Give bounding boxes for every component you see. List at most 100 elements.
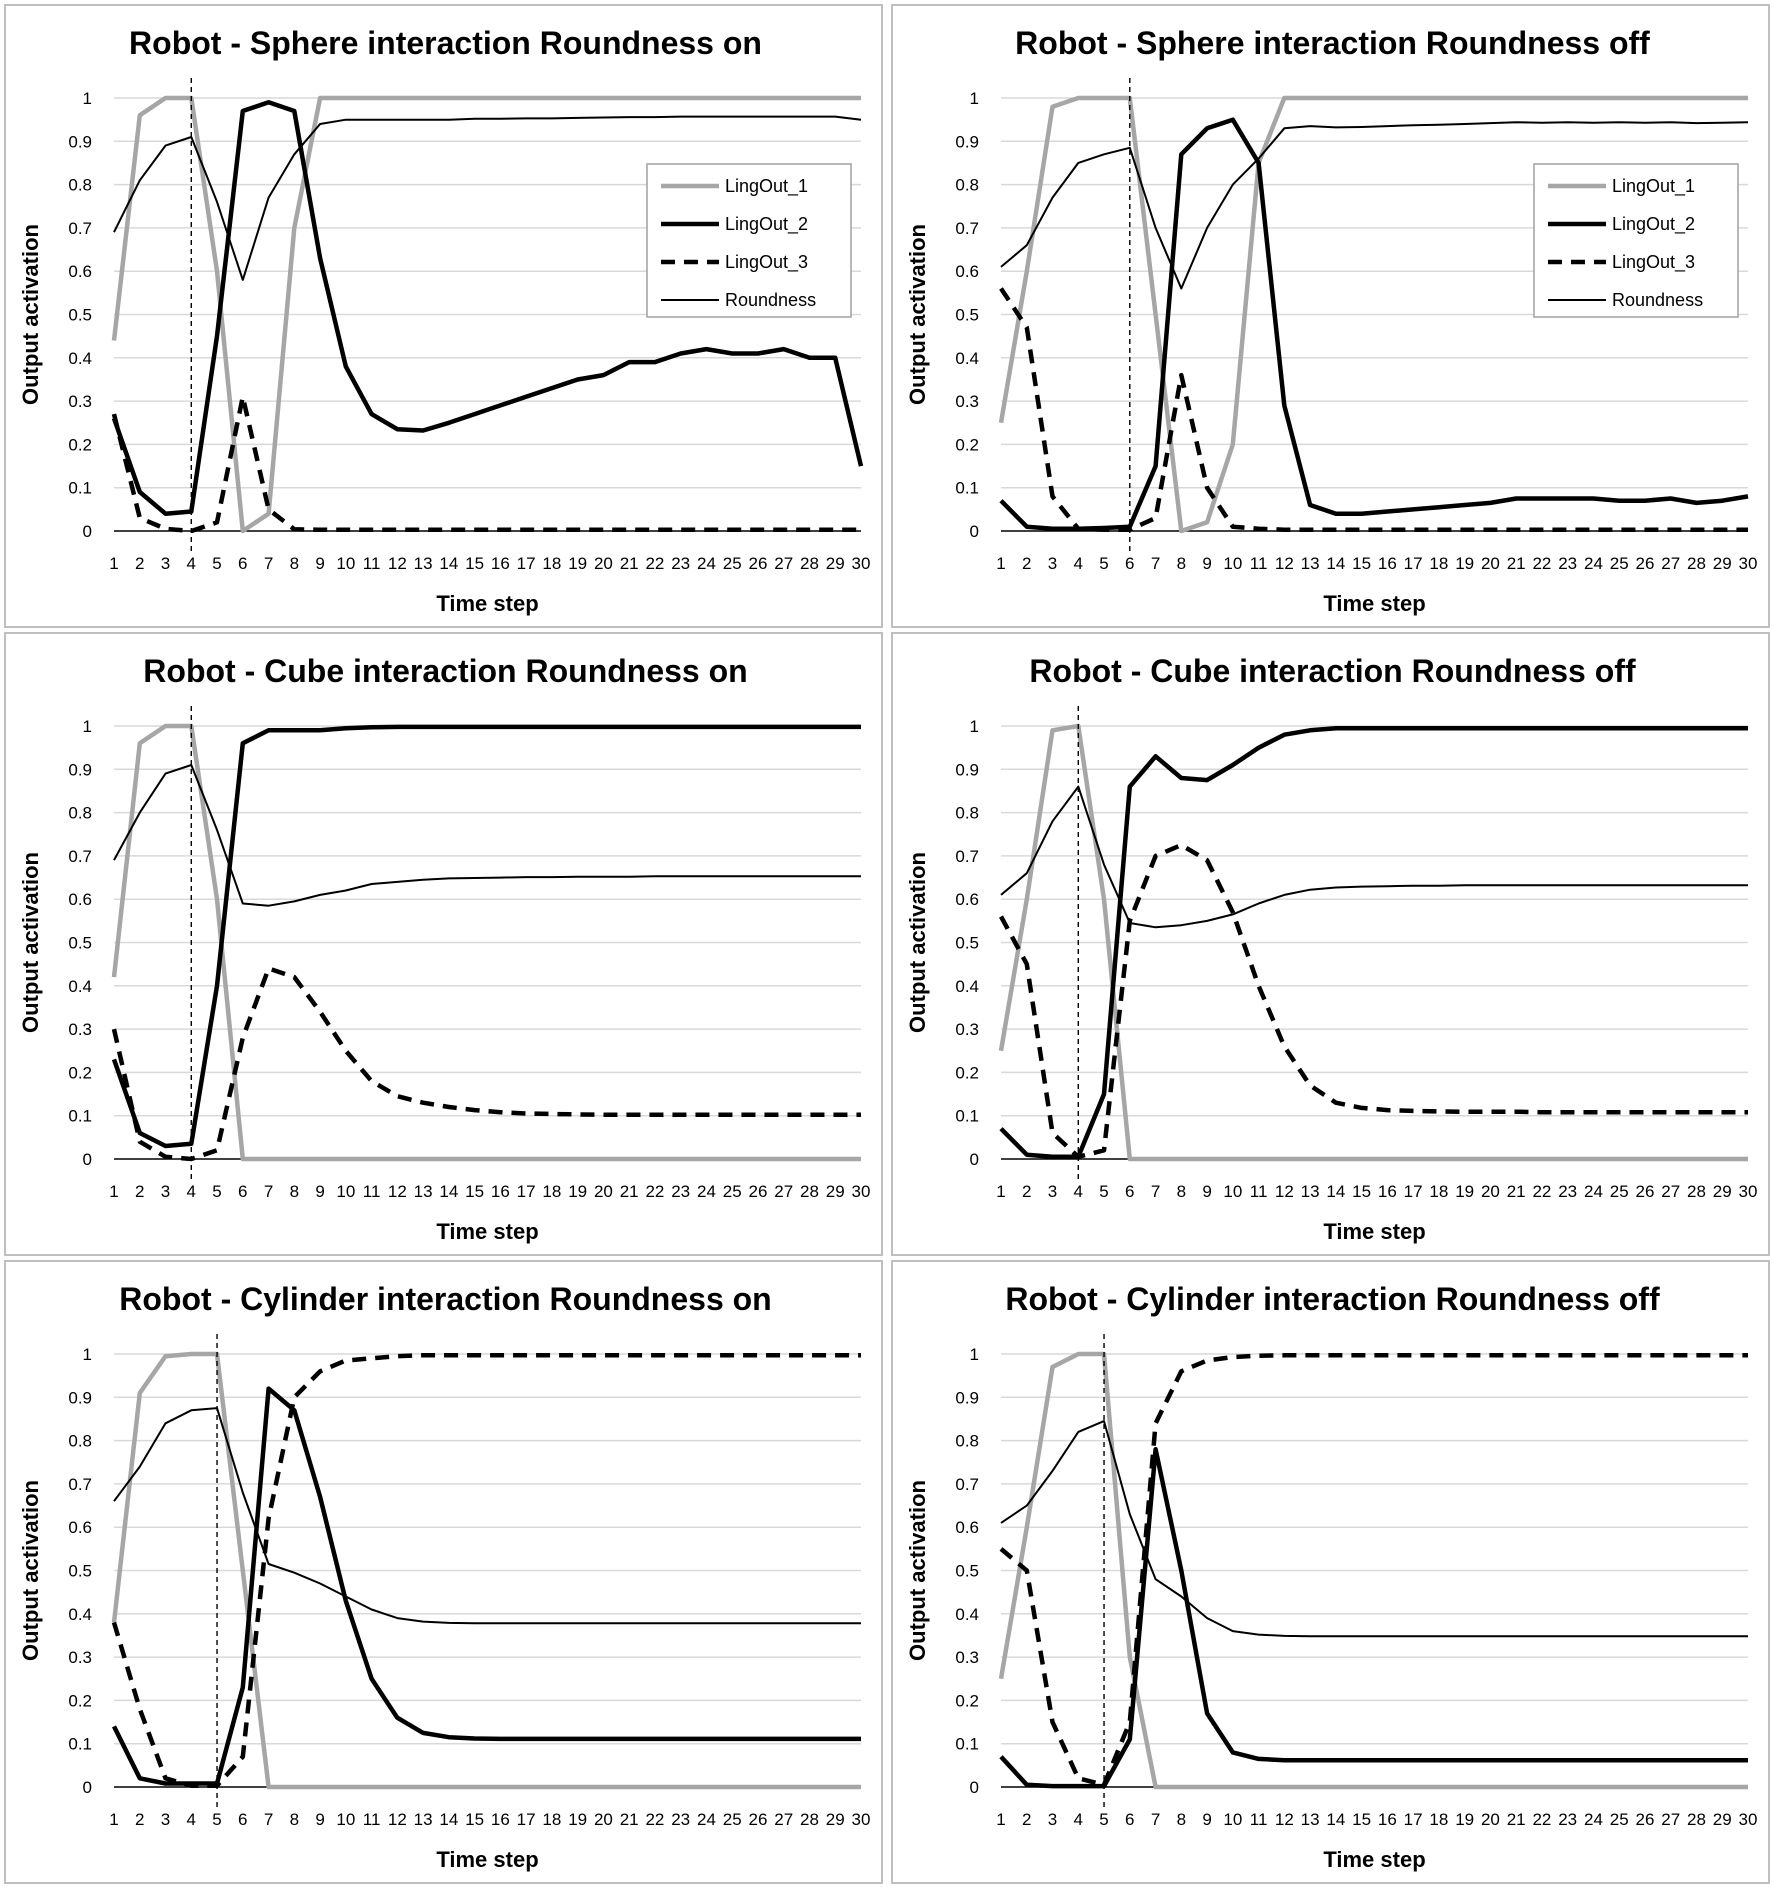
x-tick-label: 9 xyxy=(1202,1182,1211,1201)
y-tick-label: 0.4 xyxy=(955,349,979,368)
x-tick-label: 28 xyxy=(800,1810,819,1829)
x-tick-label: 3 xyxy=(1048,1810,1057,1829)
y-tick-label: 0.2 xyxy=(68,1063,92,1082)
x-tick-label: 15 xyxy=(465,1182,484,1201)
x-tick-label: 11 xyxy=(1250,1182,1268,1201)
x-tick-label: 26 xyxy=(1636,1182,1655,1201)
chart-title: Robot - Cylinder interaction Roundness o… xyxy=(1005,1281,1660,1317)
y-tick-label: 0.9 xyxy=(955,132,979,151)
y-tick-label: 0.6 xyxy=(955,262,979,281)
x-tick-label: 8 xyxy=(290,554,299,573)
y-tick-label: 1 xyxy=(83,89,92,108)
chart-title: Robot - Sphere interaction Roundness off xyxy=(1015,25,1650,61)
y-tick-label: 0.8 xyxy=(955,1432,979,1451)
x-tick-label: 25 xyxy=(723,1810,742,1829)
y-tick-label: 0.2 xyxy=(955,435,979,454)
series-line-roundness xyxy=(1000,785,1748,929)
y-tick-label: 0.1 xyxy=(68,1107,92,1126)
chart-panel-5: Robot - Cylinder interaction Roundness o… xyxy=(4,1260,883,1884)
x-tick-label: 28 xyxy=(1687,1182,1706,1201)
x-tick-label: 12 xyxy=(388,554,407,573)
x-tick-label: 17 xyxy=(1404,1810,1423,1829)
y-tick-label: 0.9 xyxy=(68,760,92,779)
x-tick-label: 19 xyxy=(1455,1182,1474,1201)
y-axis-label: Output activation xyxy=(905,1480,930,1661)
x-tick-label: 16 xyxy=(491,1810,510,1829)
y-tick-label: 0 xyxy=(970,522,979,541)
x-tick-label: 20 xyxy=(1481,1810,1500,1829)
series-line-roundness xyxy=(113,1407,861,1625)
x-axis-label: Time step xyxy=(1323,1847,1425,1872)
x-tick-label: 6 xyxy=(1125,1182,1134,1201)
y-tick-label: 0.5 xyxy=(955,306,979,325)
legend: LingOut_1 LingOut_2 LingOut_3 Roundness xyxy=(1533,163,1739,318)
x-tick-label: 14 xyxy=(1326,554,1345,573)
y-tick-label: 0.8 xyxy=(68,804,92,823)
x-tick-label: 4 xyxy=(1074,1810,1083,1829)
series-line-lingout-1 xyxy=(998,95,1748,534)
x-tick-label: 10 xyxy=(1223,1182,1242,1201)
x-tick-label: 28 xyxy=(800,1182,819,1201)
x-tick-label: 18 xyxy=(542,1182,561,1201)
x-tick-label: 25 xyxy=(1610,1810,1629,1829)
x-tick-label: 27 xyxy=(774,1810,793,1829)
x-tick-label: 14 xyxy=(439,1810,458,1829)
y-tick-label: 0.3 xyxy=(68,392,92,411)
x-tick-label: 10 xyxy=(336,1182,355,1201)
x-tick-label: 24 xyxy=(1584,1182,1603,1201)
x-tick-label: 27 xyxy=(774,1182,793,1201)
x-tick-label: 6 xyxy=(1125,554,1134,573)
series-line-lingout-2 xyxy=(999,725,1748,1160)
x-tick-label: 25 xyxy=(723,1182,742,1201)
y-tick-label: 0.4 xyxy=(68,1605,92,1624)
x-tick-label: 5 xyxy=(212,554,221,573)
legend-label: LingOut_2 xyxy=(725,214,808,235)
x-tick-label: 12 xyxy=(1275,1182,1294,1201)
x-tick-label: 22 xyxy=(645,554,664,573)
x-tick-label: 4 xyxy=(187,1182,196,1201)
x-tick-label: 5 xyxy=(1099,1182,1108,1201)
x-tick-label: 23 xyxy=(671,554,690,573)
x-tick-label: 9 xyxy=(315,1810,324,1829)
x-tick-label: 30 xyxy=(852,1182,871,1201)
x-tick-label: 26 xyxy=(1636,554,1655,573)
x-tick-label: 14 xyxy=(1326,1182,1345,1201)
x-tick-label: 18 xyxy=(1429,554,1448,573)
x-tick-label: 25 xyxy=(1610,1182,1629,1201)
y-axis-label: Output activation xyxy=(18,1480,43,1661)
y-tick-label: 0.3 xyxy=(955,1020,979,1039)
y-tick-label: 0.4 xyxy=(68,349,92,368)
x-tick-label: 5 xyxy=(212,1810,221,1829)
x-tick-label: 30 xyxy=(1739,1810,1758,1829)
x-tick-label: 22 xyxy=(1532,1182,1551,1201)
x-tick-label: 11 xyxy=(363,554,381,573)
x-tick-label: 5 xyxy=(1099,554,1108,573)
x-tick-label: 7 xyxy=(264,554,273,573)
x-tick-label: 20 xyxy=(1481,554,1500,573)
x-tick-label: 11 xyxy=(1250,554,1268,573)
x-tick-label: 10 xyxy=(1223,554,1242,573)
y-tick-label: 0.9 xyxy=(68,132,92,151)
x-tick-label: 24 xyxy=(1584,1810,1603,1829)
y-tick-label: 0.3 xyxy=(68,1020,92,1039)
y-tick-label: 0.3 xyxy=(955,392,979,411)
y-axis-label: Output activation xyxy=(18,224,43,405)
y-tick-label: 0.9 xyxy=(955,1388,979,1407)
x-tick-label: 8 xyxy=(290,1182,299,1201)
x-tick-label: 23 xyxy=(1558,1182,1577,1201)
y-tick-label: 1 xyxy=(970,89,979,108)
x-tick-label: 23 xyxy=(1558,1810,1577,1829)
x-tick-label: 24 xyxy=(1584,554,1603,573)
x-tick-label: 27 xyxy=(1661,1810,1680,1829)
series-line-lingout-1 xyxy=(998,1351,1748,1790)
y-tick-label: 0.1 xyxy=(955,479,979,498)
x-tick-label: 17 xyxy=(517,554,536,573)
chart-title: Robot - Cylinder interaction Roundness o… xyxy=(119,1281,771,1317)
x-tick-label: 9 xyxy=(1202,554,1211,573)
x-tick-label: 11 xyxy=(1250,1810,1268,1829)
x-tick-label: 17 xyxy=(517,1810,536,1829)
x-tick-label: 8 xyxy=(1177,1810,1186,1829)
x-tick-label: 18 xyxy=(1429,1810,1448,1829)
y-tick-label: 0.6 xyxy=(68,890,92,909)
x-tick-label: 28 xyxy=(800,554,819,573)
